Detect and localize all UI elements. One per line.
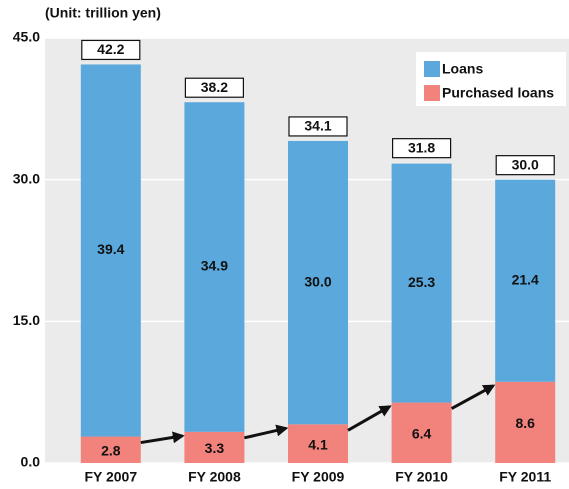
total-box (392, 138, 452, 159)
total-box (495, 155, 555, 176)
trend-arrow (450, 384, 496, 410)
bar-segment (288, 424, 348, 463)
value-label: 4.1 (308, 436, 328, 452)
y-tick-label: 45.0 (13, 29, 40, 45)
bar-segment (495, 179, 556, 382)
x-tick-label: FY 2010 (395, 469, 448, 485)
legend-label: Loans (442, 61, 483, 77)
trend-arrow (347, 405, 392, 432)
total-label: 34.1 (304, 118, 331, 134)
bar-segment (495, 381, 556, 463)
x-tick-label: FY 2009 (292, 469, 345, 485)
bar-segment (391, 402, 452, 463)
total-box (288, 116, 348, 137)
total-label: 42.2 (97, 41, 124, 57)
value-label: 30.0 (304, 273, 331, 289)
bar-segment (80, 64, 141, 437)
trend-arrow (140, 431, 185, 445)
bar-segment (80, 436, 141, 463)
legend-label: Purchased loans (442, 85, 554, 101)
legend-box (416, 52, 566, 106)
bar-segment (184, 431, 245, 463)
bar-segment (184, 102, 245, 432)
value-label: 8.6 (515, 415, 535, 431)
total-label: 31.8 (408, 139, 435, 155)
x-tick-label: FY 2008 (188, 469, 241, 485)
x-tick-label: FY 2007 (84, 469, 137, 485)
x-tick-label: FY 2011 (499, 469, 551, 485)
bar-segment (288, 140, 348, 425)
value-label: 34.9 (201, 258, 228, 274)
legend-swatch (424, 61, 440, 77)
value-label: 6.4 (412, 425, 432, 441)
total-box (184, 77, 244, 98)
y-tick-label: 15.0 (13, 312, 40, 328)
value-label: 2.8 (101, 442, 121, 458)
value-label: 25.3 (408, 274, 435, 290)
y-tick-label: 30.0 (13, 170, 40, 186)
trend-arrow (244, 424, 289, 440)
value-label: 39.4 (97, 241, 124, 257)
total-label: 38.2 (201, 79, 228, 95)
value-label: 21.4 (512, 271, 539, 287)
value-label: 3.3 (205, 440, 225, 456)
bar-segment (391, 163, 452, 403)
legend-swatch (424, 85, 440, 101)
y-tick-label: 0.0 (21, 454, 41, 470)
total-label: 30.0 (512, 156, 539, 172)
unit-label: (Unit: trillion yen) (45, 5, 161, 21)
total-box (81, 39, 141, 61)
